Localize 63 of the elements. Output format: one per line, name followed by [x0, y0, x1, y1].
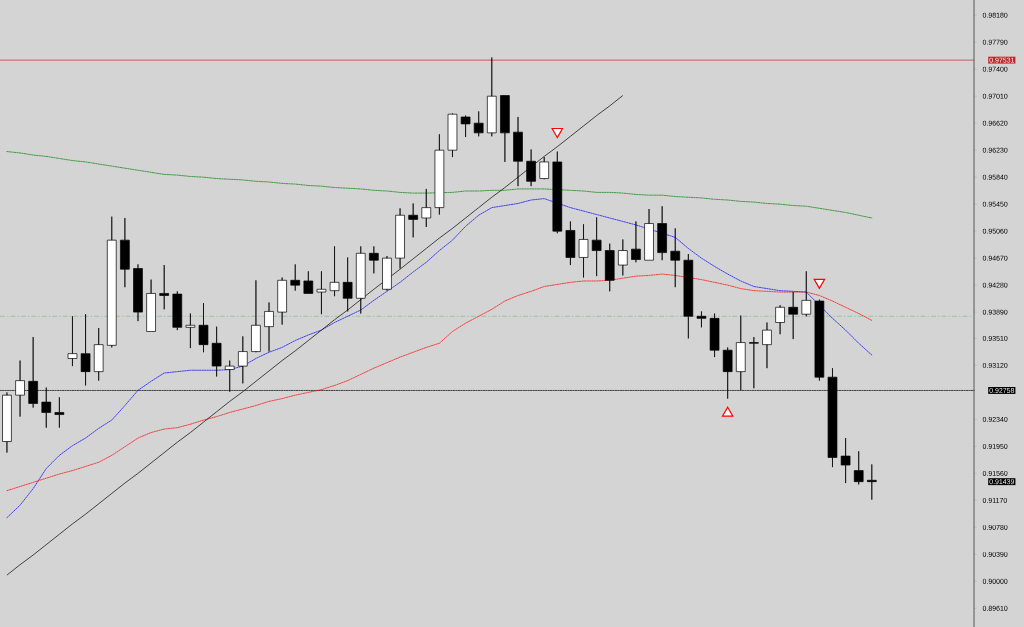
candlestick: [460, 115, 471, 138]
candlestick: [486, 57, 497, 137]
candlestick: [277, 277, 287, 325]
candlestick: [473, 111, 484, 137]
candlestick: [709, 313, 720, 358]
candlestick: [185, 313, 196, 349]
candlestick: [93, 327, 104, 381]
candlestick: [644, 208, 654, 261]
candlestick: [552, 151, 563, 234]
candlestick: [565, 221, 576, 266]
candlestick: [395, 207, 405, 269]
candlestick: [408, 203, 418, 238]
candlestick: [867, 464, 877, 501]
candlestick: [290, 264, 301, 292]
candlestick: [421, 188, 432, 228]
candlestick: [369, 246, 379, 274]
candlestick: [434, 133, 445, 215]
candlestick: [198, 302, 209, 353]
point: [551, 127, 564, 139]
candlestick: [670, 228, 681, 288]
point: [813, 278, 826, 289]
candlestick: [762, 322, 772, 369]
candlestick: [342, 257, 353, 312]
candlestick: [238, 335, 248, 384]
candlestick: [526, 149, 536, 187]
candlestick: [801, 270, 812, 317]
candlestick: [539, 156, 550, 180]
candlestick: [500, 95, 510, 163]
candlestick: [80, 313, 91, 386]
candlestick: [251, 279, 261, 353]
candlestick: [133, 264, 143, 322]
candlestick: [172, 291, 183, 331]
candlestick: [316, 270, 327, 315]
candlestick: [120, 217, 130, 288]
line-series: [6, 151, 873, 219]
candlestick: [631, 221, 641, 263]
candlestick: [683, 253, 694, 339]
candlestick: [853, 450, 864, 485]
candlestick: [814, 299, 825, 381]
candlestick: [303, 270, 314, 294]
candlestick: [775, 304, 785, 335]
candlestick: [749, 336, 759, 389]
candlestick: [840, 437, 851, 484]
candlestick: [513, 116, 523, 187]
candlestick: [355, 246, 366, 314]
candlestick: [591, 216, 602, 277]
candlestick: [264, 302, 274, 352]
candlestick: [67, 315, 78, 367]
candlestick: [382, 255, 392, 292]
candlestick: [159, 264, 169, 310]
candlestick: [329, 246, 340, 297]
candlestick: [696, 311, 707, 328]
candlestick: [54, 396, 65, 429]
candlestick: [618, 239, 628, 276]
candlestick: [106, 216, 117, 348]
candlestick: [146, 279, 156, 332]
point: [721, 406, 734, 417]
candlestick: [211, 326, 222, 377]
candlestick: [657, 205, 667, 261]
candlestick: [604, 243, 615, 292]
candlestick: [578, 223, 589, 278]
candlestick: [447, 113, 458, 158]
candlestick: [788, 291, 798, 340]
